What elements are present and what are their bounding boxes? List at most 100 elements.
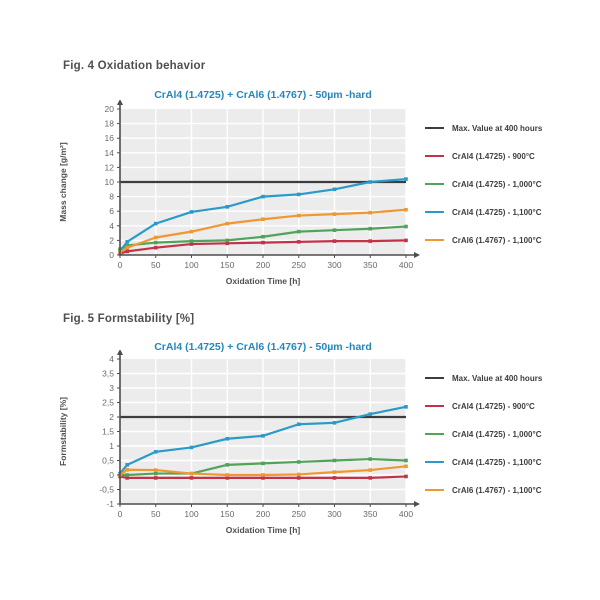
data-point-marker (332, 239, 337, 243)
data-point-marker (261, 234, 265, 239)
data-point-marker (225, 221, 230, 226)
data-point-marker (153, 450, 158, 454)
x-tick-label: 150 (220, 260, 234, 270)
legend-line-swatch (425, 376, 444, 380)
data-point-marker (125, 467, 129, 472)
fig4-heading: Fig. 4 Oxidation behavior (63, 60, 206, 72)
fig4-chart-title: CrAl4 (1.4725) + CrAl6 (1.4767) - 50µm -… (154, 89, 372, 101)
data-point-marker (296, 240, 301, 244)
data-point-marker (261, 194, 265, 199)
data-point-marker (153, 240, 158, 245)
y-axis-title: Mass change [g/m²] (58, 142, 68, 222)
x-tick-label: 350 (363, 509, 377, 519)
y-tick-label: 18 (105, 119, 115, 129)
fig5-heading: Fig. 5 Formstability [%] (63, 313, 195, 325)
x-tick-label: 50 (151, 509, 161, 519)
series-line (118, 177, 408, 253)
x-axis-arrow (414, 252, 420, 258)
x-tick-label: 300 (327, 509, 341, 519)
y-tick-label: -1 (106, 499, 114, 509)
legend-line-swatch (425, 154, 444, 158)
x-tick-label: 200 (256, 260, 270, 270)
data-point-marker (368, 180, 373, 184)
data-point-marker (261, 476, 265, 480)
legend-item: Max. Value at 400 hours (425, 364, 542, 392)
y-tick-label: 0 (109, 250, 114, 260)
legend-label: CrAl4 (1.4725) - 1,100°C (452, 207, 542, 217)
data-point-marker (189, 471, 194, 476)
data-point-marker (296, 460, 301, 464)
y-tick-label: 20 (105, 104, 115, 114)
data-point-marker (261, 217, 265, 222)
series-line (118, 208, 408, 254)
legend-item: CrAl4 (1.4725) - 900°C (425, 392, 542, 420)
x-tick-label: 200 (256, 509, 270, 519)
y-tick-label: 3 (109, 383, 114, 393)
x-tick-label: 350 (363, 260, 377, 270)
data-point-marker (404, 177, 408, 181)
legend-label: CrAl6 (1.4767) - 1,100°C (452, 235, 542, 245)
x-tick-label: 400 (399, 509, 413, 519)
y-tick-label: 4 (109, 354, 114, 364)
y-tick-label: 4 (109, 221, 114, 231)
data-point-marker (261, 473, 265, 477)
data-point-marker (225, 436, 230, 441)
x-tick-label: 0 (118, 509, 123, 519)
legend-item: CrAl4 (1.4725) - 1,000°C (425, 420, 542, 448)
data-point-marker (153, 235, 158, 240)
y-tick-label: 12 (105, 162, 115, 172)
data-point-marker (368, 457, 373, 461)
x-tick-label: 100 (184, 509, 198, 519)
x-axis-arrow (414, 501, 420, 507)
x-tick-label: 50 (151, 260, 161, 270)
data-point-marker (125, 243, 129, 248)
y-tick-label: 1,5 (102, 427, 114, 437)
legend-item: CrAl4 (1.4725) - 1,100°C (425, 198, 542, 226)
legend-line-swatch (425, 432, 444, 436)
data-point-marker (125, 463, 129, 467)
fig5-chart-title: CrAl4 (1.4725) + CrAl6 (1.4767) - 50µm -… (154, 341, 372, 353)
data-point-marker (261, 461, 265, 466)
data-point-marker (189, 242, 194, 246)
data-point-marker (368, 239, 373, 243)
data-point-marker (125, 249, 129, 254)
y-axis-title: Formstability [%] (58, 397, 68, 466)
x-tick-label: 100 (184, 260, 198, 270)
legend-label: CrAl4 (1.4725) - 1,100°C (452, 457, 542, 467)
data-point-marker (225, 238, 230, 243)
y-tick-label: 3,5 (102, 369, 114, 379)
data-point-marker (225, 476, 230, 480)
legend-line-swatch (425, 460, 444, 464)
data-point-marker (404, 207, 408, 212)
legend-label: Max. Value at 400 hours (452, 123, 543, 133)
y-tick-label: 0,5 (102, 456, 114, 466)
series-line (118, 225, 408, 251)
series-line (118, 405, 408, 475)
data-point-marker (153, 468, 158, 472)
y-tick-label: 2,5 (102, 398, 114, 408)
x-tick-label: 400 (399, 260, 413, 270)
data-point-marker (296, 422, 301, 427)
fig5-legend: Max. Value at 400 hours CrAl4 (1.4725) - … (425, 364, 542, 504)
data-point-marker (125, 476, 129, 480)
legend-label: CrAl6 (1.4767) - 1,100°C (452, 485, 542, 495)
data-point-marker (225, 205, 230, 209)
legend-line-swatch (425, 488, 444, 492)
y-tick-label: 10 (105, 177, 115, 187)
data-point-marker (404, 474, 408, 479)
x-tick-label: 300 (327, 260, 341, 270)
x-axis-title: Oxidation Time [h] (226, 525, 301, 535)
y-tick-label: 6 (109, 206, 114, 216)
data-point-marker (404, 238, 408, 243)
data-point-marker (189, 229, 194, 234)
data-point-marker (153, 245, 158, 250)
data-point-marker (404, 464, 408, 469)
data-point-marker (153, 221, 158, 226)
x-axis-title: Oxidation Time [h] (226, 276, 301, 286)
data-point-marker (332, 476, 337, 480)
x-tick-label: 250 (292, 509, 306, 519)
data-point-marker (368, 412, 373, 416)
data-point-marker (332, 228, 337, 232)
legend-line-swatch (425, 404, 444, 408)
data-point-marker (404, 458, 408, 463)
